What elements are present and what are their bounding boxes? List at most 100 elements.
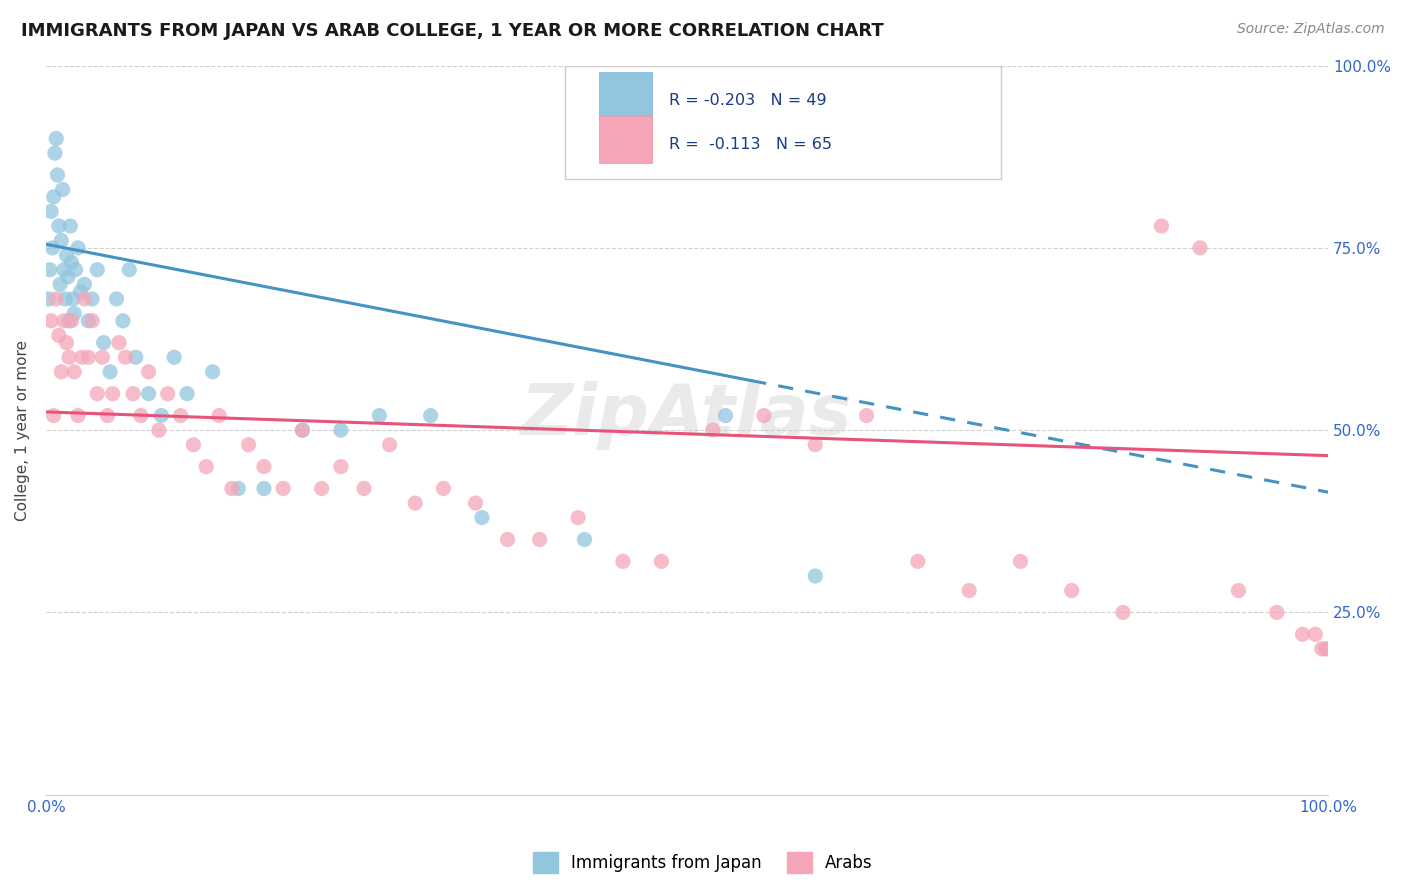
Point [129, 409, 152, 423]
Point [73, 292, 96, 306]
Point [73, 277, 96, 292]
Point [156, 386, 179, 401]
Point [195, 459, 218, 474]
Point [702, 423, 724, 437]
Point [163, 350, 186, 364]
Point [1010, 554, 1032, 568]
Point [56, 270, 79, 285]
Point [169, 409, 191, 423]
Point [55, 248, 77, 262]
Text: IMMIGRANTS FROM JAPAN VS ARAB COLLEGE, 1 YEAR OR MORE CORRELATION CHART: IMMIGRANTS FROM JAPAN VS ARAB COLLEGE, 1… [21, 22, 884, 40]
Point [66, 409, 89, 423]
Point [46, 168, 69, 182]
Point [1315, 641, 1337, 656]
Point [329, 459, 352, 474]
Text: R =  -0.113   N = 65: R = -0.113 N = 65 [669, 137, 832, 153]
Point [907, 554, 929, 568]
Point [1316, 641, 1339, 656]
Point [42, 190, 65, 204]
Point [93, 335, 115, 350]
Point [311, 482, 333, 496]
Point [238, 438, 260, 452]
Point [111, 314, 134, 328]
Point [291, 423, 314, 437]
Point [114, 350, 136, 364]
Point [59, 219, 82, 233]
Point [105, 292, 128, 306]
Point [125, 350, 148, 364]
Point [221, 482, 243, 496]
Point [38, 262, 60, 277]
Point [52, 314, 75, 328]
Point [63, 306, 86, 320]
Point [291, 423, 314, 437]
Point [855, 409, 877, 423]
Point [82, 314, 104, 328]
Point [752, 409, 775, 423]
Point [65, 262, 87, 277]
Point [1265, 606, 1288, 620]
Text: R = -0.203   N = 49: R = -0.203 N = 49 [669, 93, 827, 108]
Point [58, 314, 80, 328]
FancyBboxPatch shape [599, 72, 652, 119]
Point [45, 292, 67, 306]
Point [138, 365, 160, 379]
FancyBboxPatch shape [565, 66, 1001, 178]
Point [52, 262, 75, 277]
Point [650, 554, 672, 568]
Point [63, 365, 86, 379]
Point [38, 292, 60, 306]
Point [208, 409, 231, 423]
Point [69, 285, 91, 299]
Point [567, 510, 589, 524]
Point [45, 131, 67, 145]
Point [804, 569, 827, 583]
Point [58, 350, 80, 364]
Point [1060, 583, 1083, 598]
Point [96, 409, 118, 423]
Point [70, 350, 93, 364]
Point [253, 482, 276, 496]
Point [66, 241, 89, 255]
Point [176, 386, 198, 401]
Text: ZipAtlas: ZipAtlas [522, 381, 853, 450]
Point [49, 277, 72, 292]
Point [53, 292, 76, 306]
Point [471, 510, 494, 524]
Point [77, 350, 100, 364]
Point [51, 365, 73, 379]
Point [464, 496, 486, 510]
Point [404, 496, 426, 510]
Point [271, 482, 294, 496]
Point [574, 533, 596, 547]
Point [101, 386, 124, 401]
Point [41, 241, 63, 255]
Point [62, 292, 84, 306]
Point [108, 335, 131, 350]
Point [148, 423, 170, 437]
Point [86, 262, 108, 277]
FancyBboxPatch shape [599, 116, 652, 163]
Point [496, 533, 519, 547]
Point [201, 365, 224, 379]
Point [150, 409, 173, 423]
Point [60, 255, 83, 269]
Point [378, 438, 401, 452]
Point [44, 146, 66, 161]
Point [1227, 583, 1250, 598]
Point [60, 314, 83, 328]
Y-axis label: College, 1 year or more: College, 1 year or more [15, 340, 30, 521]
Text: Source: ZipAtlas.com: Source: ZipAtlas.com [1237, 22, 1385, 37]
Point [529, 533, 551, 547]
Point [1291, 627, 1313, 641]
Point [432, 482, 454, 496]
Point [1150, 219, 1173, 233]
Point [226, 482, 249, 496]
Point [39, 314, 62, 328]
Point [91, 350, 114, 364]
Point [957, 583, 980, 598]
Point [1188, 241, 1211, 255]
Point [612, 554, 634, 568]
Point [1310, 641, 1333, 656]
Point [329, 423, 352, 437]
